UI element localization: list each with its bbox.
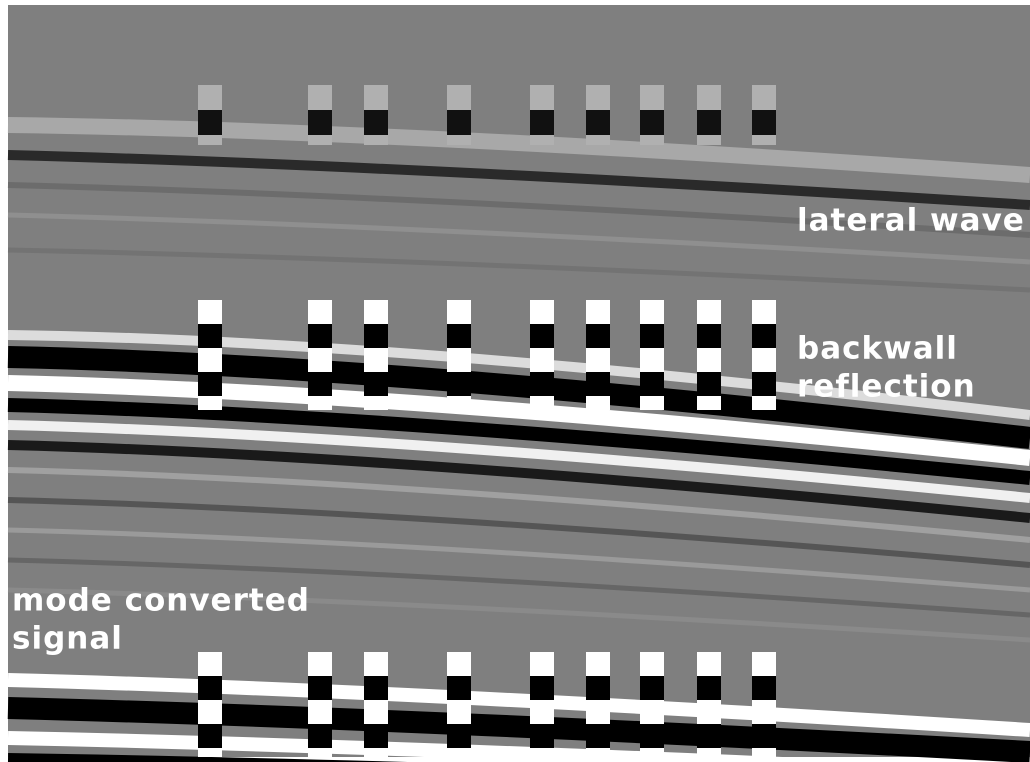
annotation: lateral wave (797, 203, 1025, 239)
annotation: mode converted (12, 583, 310, 619)
annotation: backwall (797, 331, 958, 367)
annotation: reflection (797, 369, 976, 405)
stripes (7, 117, 1030, 762)
annotation: signal (12, 621, 123, 657)
checker-columns (198, 85, 776, 757)
